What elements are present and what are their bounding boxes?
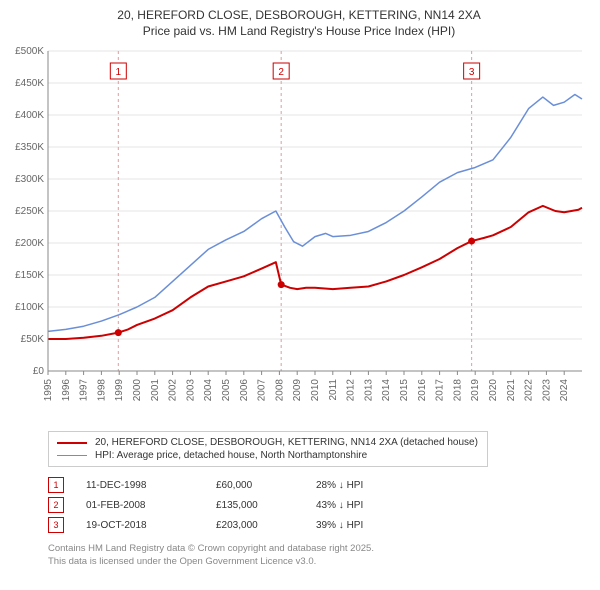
y-tick-label: £300K: [15, 174, 44, 185]
transaction-row: 3 19-OCT-2018£203,00039% ↓ HPI: [48, 515, 508, 535]
x-tick-label: 2011: [328, 379, 339, 401]
legend-item: 20, HEREFORD CLOSE, DESBOROUGH, KETTERIN…: [57, 436, 479, 449]
transaction-index: 3: [48, 517, 64, 533]
x-tick-label: 2024: [559, 379, 570, 402]
legend-item: HPI: Average price, detached house, Nort…: [57, 449, 479, 462]
transaction-price: £203,000: [216, 520, 316, 531]
transaction-date: 19-OCT-2018: [86, 520, 216, 531]
x-tick-label: 1995: [43, 379, 54, 402]
y-tick-label: £350K: [15, 142, 44, 153]
transaction-date: 11-DEC-1998: [86, 480, 216, 491]
chart-svg: £0 £50K £100K £150K £200K £250K £300K £350K £400…: [8, 45, 590, 425]
x-tick-label: 2005: [221, 379, 232, 402]
transaction-delta: 39% ↓ HPI: [316, 520, 436, 531]
x-tick-label: 2007: [257, 379, 268, 402]
transaction-table: 1 11-DEC-1998£60,00028% ↓ HPI 2 01-FEB-2008…: [48, 475, 508, 535]
y-tick-label: £200K: [15, 238, 44, 249]
x-tick-label: 2010: [310, 379, 321, 402]
x-tick-label: 2009: [292, 379, 303, 402]
x-tick-label: 2021: [506, 379, 517, 402]
x-tick-label: 2018: [452, 379, 463, 402]
legend-label: 20, HEREFORD CLOSE, DESBOROUGH, KETTERIN…: [95, 437, 478, 448]
transaction-date: 01-FEB-2008: [86, 500, 216, 511]
footer-line2: This data is licensed under the Open Gov…: [48, 556, 590, 568]
legend: 20, HEREFORD CLOSE, DESBOROUGH, KETTERIN…: [48, 431, 488, 467]
x-tick-label: 1997: [79, 379, 90, 402]
transaction-index: 1: [48, 477, 64, 493]
transaction-price: £135,000: [216, 500, 316, 511]
legend-swatch: [57, 455, 87, 456]
chart: £0 £50K £100K £150K £200K £250K £300K £350K £400…: [8, 45, 590, 425]
x-tick-label: 2001: [150, 379, 161, 402]
x-tick-label: 2019: [470, 379, 481, 402]
transaction-row: 2 01-FEB-2008£135,00043% ↓ HPI: [48, 495, 508, 515]
legend-label: HPI: Average price, detached house, Nort…: [95, 450, 367, 461]
data-attribution: Contains HM Land Registry data © Crown c…: [48, 543, 590, 568]
title-line1: 20, HEREFORD CLOSE, DESBOROUGH, KETTERIN…: [117, 8, 480, 22]
transaction-delta: 28% ↓ HPI: [316, 480, 436, 491]
x-tick-label: 2004: [203, 379, 214, 402]
chart-title: 20, HEREFORD CLOSE, DESBOROUGH, KETTERIN…: [8, 8, 590, 39]
x-tick-label: 2016: [417, 379, 428, 402]
y-tick-label: £150K: [15, 270, 44, 281]
x-tick-label: 2017: [435, 379, 446, 402]
x-tick-label: 1998: [96, 379, 107, 402]
x-tick-label: 2008: [274, 379, 285, 402]
transaction-marker-number: 3: [469, 67, 475, 78]
x-tick-label: 2012: [346, 379, 357, 402]
x-tick-label: 2023: [541, 379, 552, 402]
y-tick-label: £100K: [15, 302, 44, 313]
x-tick-label: 2020: [488, 379, 499, 402]
transaction-marker-number: 2: [278, 67, 284, 78]
transaction-row: 1 11-DEC-1998£60,00028% ↓ HPI: [48, 475, 508, 495]
x-tick-label: 2003: [185, 379, 196, 402]
y-tick-label: £50K: [21, 334, 45, 345]
x-tick-label: 2000: [132, 379, 143, 402]
footer-line1: Contains HM Land Registry data © Crown c…: [48, 543, 590, 555]
transaction-price: £60,000: [216, 480, 316, 491]
x-tick-label: 1999: [114, 379, 125, 402]
y-tick-label: £0: [33, 366, 45, 377]
x-tick-label: 1996: [61, 379, 72, 402]
x-tick-label: 2014: [381, 379, 392, 402]
x-tick-label: 2002: [168, 379, 179, 402]
y-tick-label: £450K: [15, 78, 44, 89]
y-tick-label: £400K: [15, 110, 44, 121]
legend-swatch: [57, 442, 87, 444]
title-line2: Price paid vs. HM Land Registry's House …: [143, 24, 455, 38]
x-tick-label: 2013: [363, 379, 374, 402]
transaction-marker-number: 1: [116, 67, 122, 78]
x-tick-label: 2015: [399, 379, 410, 402]
y-tick-label: £250K: [15, 206, 44, 217]
x-tick-label: 2006: [239, 379, 250, 402]
transaction-delta: 43% ↓ HPI: [316, 500, 436, 511]
y-tick-label: £500K: [15, 46, 44, 57]
transaction-index: 2: [48, 497, 64, 513]
x-tick-label: 2022: [524, 379, 535, 402]
